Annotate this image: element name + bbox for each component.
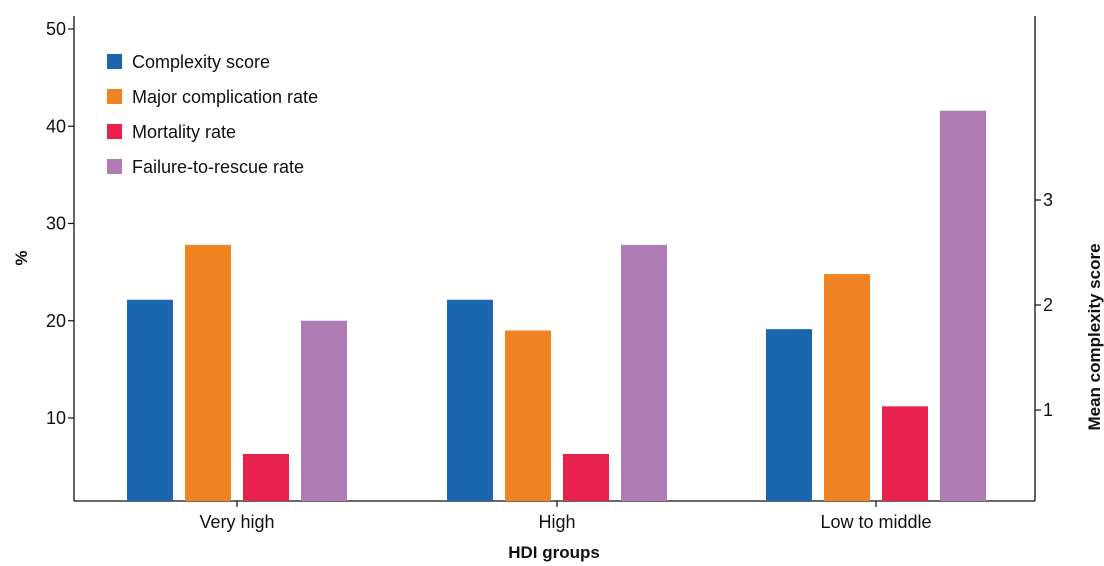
- bar-mortality-rate-2: [882, 406, 928, 501]
- right-y-tick-label: 3: [1043, 190, 1053, 210]
- bar-complexity-score-0: [127, 299, 173, 501]
- left-y-tick-label: 40: [46, 116, 66, 136]
- bar-mortality-rate-1: [563, 453, 609, 501]
- left-y-tick-label: 10: [46, 408, 66, 428]
- left-y-tick-label: 30: [46, 214, 66, 234]
- right-y-tick-label: 2: [1043, 295, 1053, 315]
- bar-mortality-rate-0: [243, 453, 289, 501]
- right-y-tick-label: 1: [1043, 400, 1053, 420]
- bars: [127, 110, 986, 501]
- right-y-axis-title: Mean complexity score: [1085, 243, 1104, 430]
- ticks: 10 20 30 40 50 1 2 3 Very high High Low to middle: [46, 19, 1053, 532]
- legend-label: Failure-to-rescue rate: [132, 157, 304, 177]
- bar-major-complication-rate-2: [824, 274, 870, 501]
- x-tick-label: Very high: [199, 512, 274, 532]
- bar-failure-to-rescue-rate-0: [301, 320, 347, 501]
- x-tick-label: High: [538, 512, 575, 532]
- legend-swatch: [107, 89, 122, 104]
- legend: Complexity score Major complication rate M…: [107, 52, 318, 177]
- legend-label: Major complication rate: [132, 87, 318, 107]
- legend-swatch: [107, 124, 122, 139]
- left-y-tick-label: 50: [46, 19, 66, 39]
- left-y-axis-title: %: [12, 250, 31, 265]
- x-tick-label: Low to middle: [820, 512, 931, 532]
- axes: HDI groups % Mean complexity score: [12, 16, 1104, 562]
- bar-major-complication-rate-0: [185, 244, 231, 501]
- legend-swatch: [107, 159, 122, 174]
- legend-label: Complexity score: [132, 52, 270, 72]
- left-y-tick-label: 20: [46, 311, 66, 331]
- bar-failure-to-rescue-rate-2: [940, 110, 986, 501]
- legend-label: Mortality rate: [132, 122, 236, 142]
- bar-major-complication-rate-1: [505, 330, 551, 501]
- bar-complexity-score-1: [447, 299, 493, 501]
- bar-failure-to-rescue-rate-1: [621, 244, 667, 501]
- bar-complexity-score-2: [766, 329, 812, 501]
- x-axis-title: HDI groups: [508, 543, 600, 562]
- legend-swatch: [107, 54, 122, 69]
